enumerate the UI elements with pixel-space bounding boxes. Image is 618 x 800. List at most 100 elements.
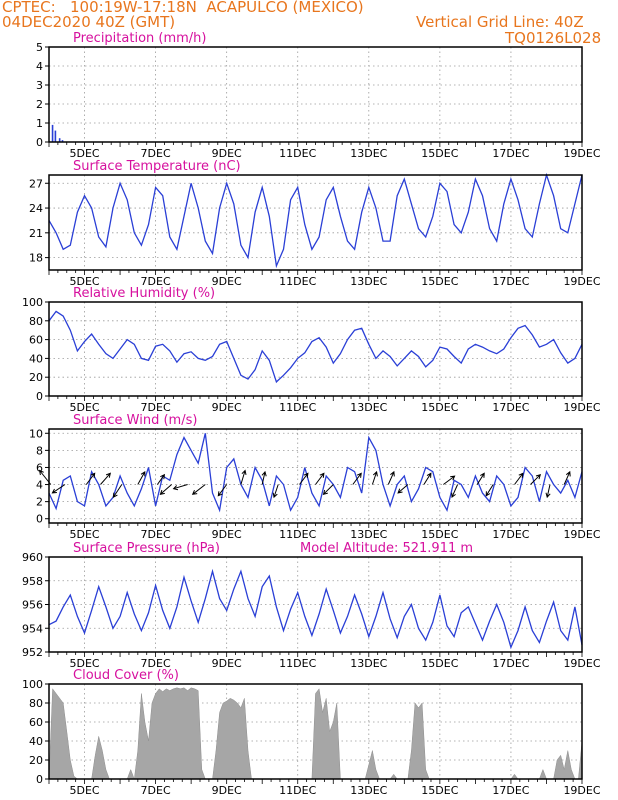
y-tick-label: 20 bbox=[29, 371, 43, 384]
x-tick-label: 19DEC bbox=[563, 657, 600, 670]
y-tick-label: 60 bbox=[29, 334, 43, 347]
x-tick-label: 17DEC bbox=[492, 147, 529, 160]
x-tick-label: 13DEC bbox=[350, 275, 387, 288]
panel-frame bbox=[48, 46, 583, 143]
panel-frame bbox=[48, 301, 583, 397]
panel-wind: 0 2 4 6 8 10 5DEC 7DEC 9DEC 11DEC 13DEC 15DEC 17DEC 1… bbox=[29, 413, 601, 541]
x-tick-label: 5DEC bbox=[69, 147, 99, 160]
y-tick-label: 0 bbox=[36, 773, 43, 786]
panel-title-rh: Relative Humidity (%) bbox=[73, 286, 215, 301]
x-tick-label: 17DEC bbox=[492, 784, 529, 797]
wind-arrow bbox=[387, 470, 395, 485]
x-tick-label: 7DEC bbox=[141, 275, 171, 288]
header-date: 04DEC2020 40Z (GMT) bbox=[2, 13, 176, 31]
series-line-press bbox=[48, 568, 583, 650]
x-tick-label: 17DEC bbox=[492, 657, 529, 670]
x-tick-label: 15DEC bbox=[421, 401, 458, 414]
y-tick-label: 18 bbox=[29, 252, 43, 265]
x-tick-label: 13DEC bbox=[350, 147, 387, 160]
wind-arrow bbox=[191, 484, 206, 495]
y-tick-label: 958 bbox=[22, 575, 43, 588]
y-tick-label: 6 bbox=[36, 461, 43, 474]
wind-arrow bbox=[112, 484, 123, 498]
x-tick-label: 15DEC bbox=[421, 528, 458, 541]
wind-arrow bbox=[100, 472, 111, 485]
header-location: CPTEC: 100:19W-17:18N ACAPULCO (MEXICO) bbox=[2, 0, 364, 16]
y-tick-label: 27 bbox=[29, 177, 43, 190]
cloud-area bbox=[48, 687, 583, 780]
series-line-temp bbox=[48, 172, 583, 269]
y-tick-label: 40 bbox=[29, 352, 43, 365]
panel-title-precip: Precipitation (mm/h) bbox=[73, 31, 206, 46]
wind-arrow bbox=[545, 484, 551, 499]
y-tick-label: 100 bbox=[22, 296, 43, 309]
x-tick-label: 13DEC bbox=[350, 657, 387, 670]
y-tick-label: 0 bbox=[36, 136, 43, 149]
x-tick-label: 17DEC bbox=[492, 275, 529, 288]
x-tick-label: 15DEC bbox=[421, 275, 458, 288]
x-tick-label: 7DEC bbox=[141, 147, 171, 160]
x-tick-label: 11DEC bbox=[279, 784, 316, 797]
y-tick-label: 80 bbox=[29, 315, 43, 328]
x-tick-label: 7DEC bbox=[141, 528, 171, 541]
wind-arrow bbox=[476, 472, 485, 485]
wind-arrow bbox=[51, 484, 66, 494]
y-tick-label: 960 bbox=[22, 551, 43, 564]
wind-arrow bbox=[172, 484, 188, 491]
panel-subtitle-press: Model Altitude: 521.911 m bbox=[300, 541, 473, 556]
y-tick-label: 952 bbox=[22, 646, 43, 659]
y-tick-label: 20 bbox=[29, 754, 43, 767]
x-tick-label: 5DEC bbox=[69, 784, 99, 797]
x-tick-label: 19DEC bbox=[563, 784, 600, 797]
precip-bar bbox=[61, 140, 64, 142]
x-tick-label: 7DEC bbox=[141, 657, 171, 670]
panel-cloud: 0 20 40 60 80 100 5DEC 7DEC 9DEC 11DEC 13DEC 15DEC 1… bbox=[22, 668, 601, 797]
wind-arrow bbox=[137, 470, 146, 485]
x-tick-label: 13DEC bbox=[350, 401, 387, 414]
x-tick-label: 9DEC bbox=[212, 528, 242, 541]
x-tick-label: 13DEC bbox=[350, 528, 387, 541]
y-tick-label: 2 bbox=[36, 496, 43, 509]
x-tick-label: 15DEC bbox=[421, 784, 458, 797]
wind-arrow bbox=[352, 472, 362, 485]
x-tick-label: 19DEC bbox=[563, 528, 600, 541]
wind-arrow bbox=[261, 470, 267, 485]
wind-arrow bbox=[443, 475, 456, 485]
x-tick-label: 11DEC bbox=[279, 528, 316, 541]
header-code: TQ0126L028 bbox=[505, 29, 602, 47]
x-tick-label: 9DEC bbox=[212, 147, 242, 160]
y-tick-label: 21 bbox=[29, 227, 43, 240]
x-tick-label: 19DEC bbox=[563, 275, 600, 288]
x-tick-label: 11DEC bbox=[279, 147, 316, 160]
y-tick-label: 0 bbox=[36, 390, 43, 403]
panel-title-temp: Surface Temperature (nC) bbox=[73, 159, 241, 174]
x-tick-label: 5DEC bbox=[69, 275, 99, 288]
precip-bar bbox=[51, 124, 54, 142]
x-tick-label: 9DEC bbox=[212, 657, 242, 670]
x-tick-label: 7DEC bbox=[141, 784, 171, 797]
y-tick-label: 40 bbox=[29, 735, 43, 748]
y-tick-label: 4 bbox=[36, 60, 43, 73]
wind-arrow bbox=[217, 484, 228, 497]
x-tick-label: 17DEC bbox=[492, 401, 529, 414]
wind-arrow bbox=[85, 472, 96, 485]
panel-title-wind: Surface Wind (m/s) bbox=[73, 413, 197, 428]
x-tick-label: 9DEC bbox=[212, 275, 242, 288]
wind-arrow bbox=[156, 473, 166, 485]
panel-press: 952 954 956 958 960 5DEC 7DEC 9DEC 11DEC 13DEC 15D… bbox=[22, 541, 601, 670]
precip-bar bbox=[58, 138, 61, 142]
wind-arrow bbox=[514, 472, 524, 485]
panel-title-press: Surface Pressure (hPa) bbox=[73, 541, 220, 556]
wind-arrow bbox=[530, 473, 542, 485]
y-tick-label: 5 bbox=[36, 41, 43, 54]
y-tick-label: 4 bbox=[36, 479, 43, 492]
x-tick-label: 11DEC bbox=[279, 275, 316, 288]
panel-temp: 18 21 24 27 5DEC 7DEC 9DEC 11DEC 13DEC 15DEC 17DEC… bbox=[29, 159, 601, 288]
y-tick-label: 10 bbox=[29, 427, 43, 440]
x-tick-label: 11DEC bbox=[279, 657, 316, 670]
x-tick-label: 19DEC bbox=[563, 401, 600, 414]
y-tick-label: 80 bbox=[29, 697, 43, 710]
x-tick-label: 5DEC bbox=[69, 657, 99, 670]
wind-arrow bbox=[159, 484, 172, 495]
